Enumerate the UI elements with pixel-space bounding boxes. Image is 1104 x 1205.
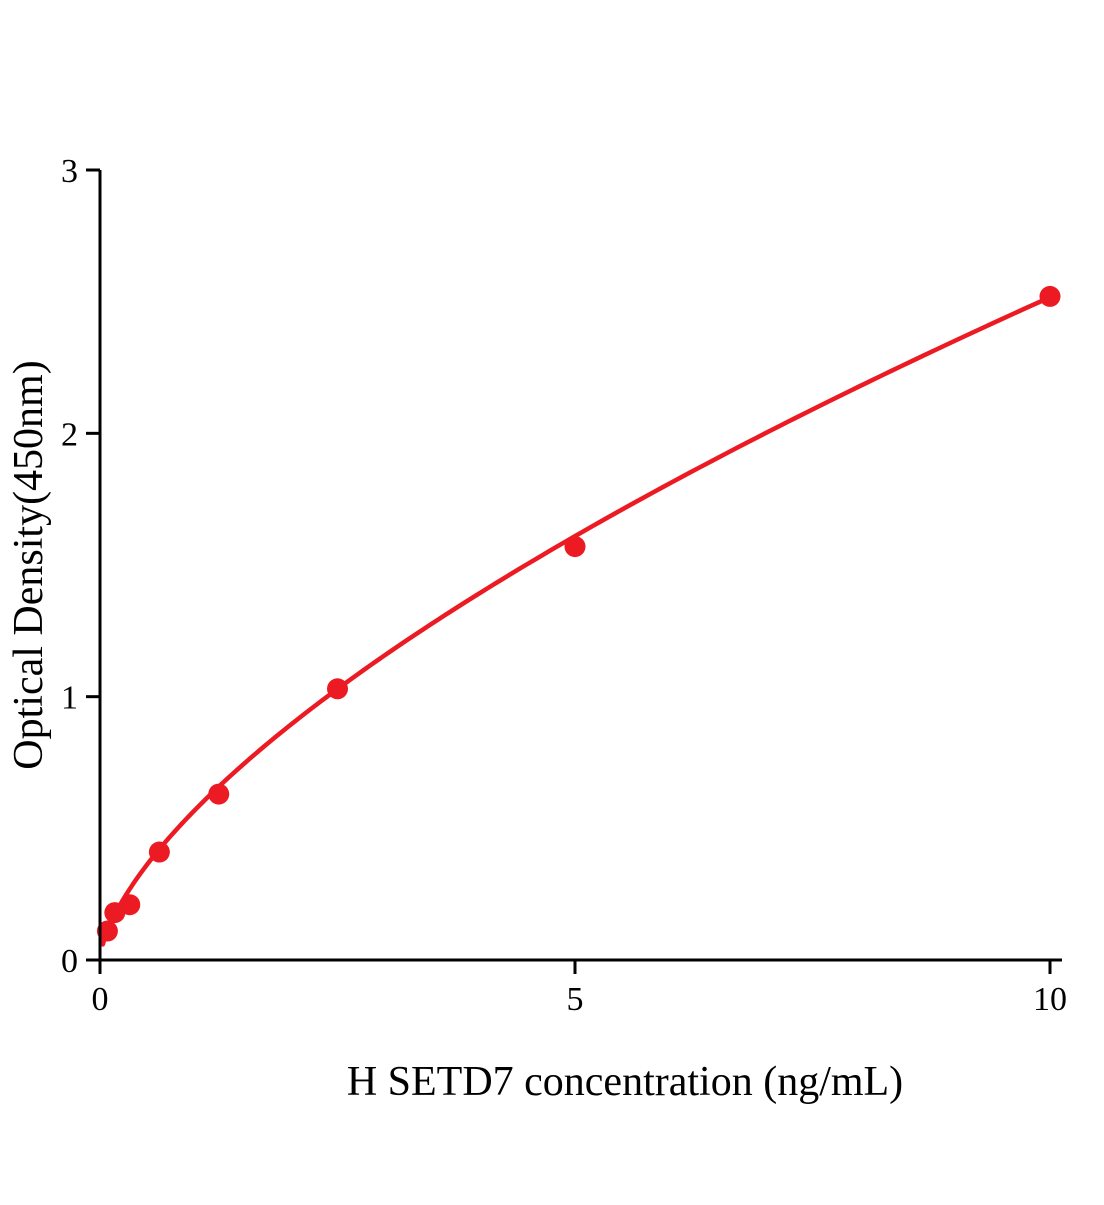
data-point <box>119 894 141 916</box>
data-point <box>208 783 230 805</box>
data-point <box>148 841 170 863</box>
y-tick-label: 2 <box>61 416 78 453</box>
x-tick-label: 0 <box>92 981 109 1018</box>
data-point <box>1039 285 1061 307</box>
data-point <box>564 536 586 558</box>
plot-area: 0 5 10 0 1 2 3 <box>61 153 1067 1018</box>
data-point <box>96 920 118 942</box>
y-tick-label: 0 <box>61 943 78 980</box>
y-axis-title: Optical Density(450nm) <box>6 360 52 769</box>
fit-curve <box>100 294 1053 947</box>
y-tick-label: 1 <box>61 680 78 717</box>
x-tick-label: 5 <box>567 981 584 1018</box>
data-point <box>327 678 348 700</box>
x-axis-title: H SETD7 concentration (ng/mL) <box>347 1059 903 1105</box>
x-tick-label: 10 <box>1033 981 1067 1018</box>
y-tick-label: 3 <box>61 153 78 190</box>
